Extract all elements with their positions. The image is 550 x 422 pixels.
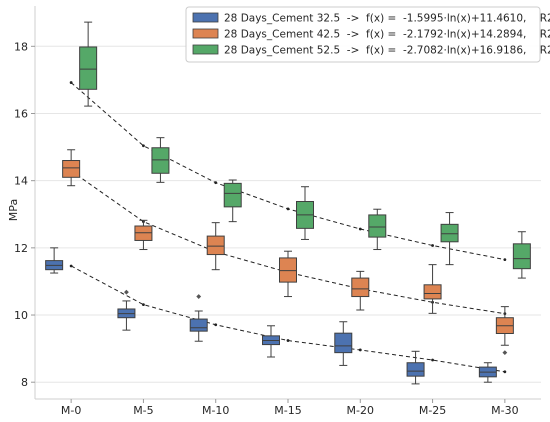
legend-item-cement-32-5: 28 Days_Cement 32.5 -> f(x) = -1.5995·ln…: [192, 12, 550, 25]
trend-point-series-1-m-30: [503, 370, 507, 374]
outlier-point-1: [502, 350, 508, 356]
trend-point-series-1-m-0: [69, 264, 73, 268]
legend-label-cement-52-5: 28 Days_Cement 52.5 -> f(x) = -2.7082·ln…: [224, 45, 550, 57]
trend-point-series-3-m-0: [69, 81, 73, 84]
box-body: [62, 160, 81, 178]
box-body: [334, 332, 353, 354]
outlier-point-1: [124, 289, 129, 295]
box-3-m-5: [151, 137, 170, 183]
trend-point-series-3-m-25: [431, 244, 434, 247]
outlier-point-1: [196, 294, 202, 299]
legend-item-cement-52-5: 28 Days_Cement 52.5 -> f(x) = -2.7082·ln…: [192, 44, 550, 57]
x-tick-label-m-15: M-15: [274, 404, 301, 417]
trend-point-series-1-m-25: [431, 358, 434, 362]
legend-swatch-cement-42-5: [192, 28, 219, 39]
box-series-1: [45, 247, 497, 385]
box-body: [134, 225, 153, 241]
box-layer: [45, 21, 531, 385]
box-2-m-10: [206, 222, 225, 271]
trend-point-series-1-m-5: [142, 303, 145, 307]
legend-swatch-cement-32-5: [192, 12, 219, 23]
box-body: [368, 214, 387, 238]
box-1-m-15: [262, 325, 280, 358]
x-tick-label-m-30: M-30: [491, 404, 518, 417]
box-1-m-20: [334, 321, 353, 366]
box-body: [512, 243, 531, 270]
y-tick-label-14: 14: [14, 175, 28, 188]
box-1-m-30: [478, 362, 497, 383]
box-1-m-10: [189, 294, 208, 342]
box-2-m-15: [279, 250, 297, 298]
box-body: [223, 182, 242, 208]
box-2-m-0: [62, 149, 81, 187]
box-3-m-25: [440, 212, 459, 266]
box-body: [79, 46, 98, 90]
y-tick-label-18: 18: [14, 40, 28, 53]
trend-point-series-1-m-20: [358, 348, 362, 352]
box-body: [206, 235, 225, 256]
y-tick-label-16: 16: [14, 107, 28, 120]
axis-layer: 8 10 12 14 16 18 M-0 M-5 M-10 M-15 M-20 M-25 M-30: [14, 6, 541, 417]
box-body: [440, 223, 459, 243]
box-series-3: [79, 21, 531, 279]
y-tick-label-10: 10: [14, 309, 28, 322]
box-1-m-0: [45, 247, 64, 274]
trend-series-3: [69, 81, 507, 262]
trend-point-series-3-m-10: [214, 181, 218, 185]
box-2-m-20: [351, 270, 370, 311]
box-1-m-25: [406, 350, 425, 385]
x-tick-label-m-5: M-5: [133, 404, 153, 417]
box-1-m-5: [117, 289, 136, 331]
y-tick-label-8: 8: [21, 376, 28, 389]
box-3-m-20: [368, 208, 387, 251]
box-body: [189, 318, 208, 332]
x-tick-label-m-25: M-25: [419, 404, 446, 417]
legend-swatch-cement-52-5: [192, 44, 219, 55]
box-body: [151, 147, 170, 174]
y-tick-label-12: 12: [14, 242, 28, 255]
x-tick-label-m-0: M-0: [61, 404, 81, 417]
box-2-m-25: [423, 264, 442, 314]
legend: 28 Days_Cement 32.5 -> f(x) = -1.5995·ln…: [185, 6, 550, 63]
y-axis-label: MPa: [7, 199, 20, 221]
box-body: [351, 277, 370, 298]
trend-point-series-1-m-15: [286, 339, 290, 342]
trend-point-series-3-m-20: [358, 227, 362, 231]
box-3-m-15: [296, 186, 314, 240]
trend-point-series-3-m-30: [503, 258, 507, 262]
trend-series-1: [69, 264, 507, 374]
box-3-m-0: [79, 21, 98, 107]
x-tick-label-m-20: M-20: [347, 404, 374, 417]
trend-point-series-1-m-10: [214, 323, 218, 327]
legend-label-cement-42-5: 28 Days_Cement 42.5 -> f(x) = -2.1792·ln…: [224, 29, 550, 41]
box-2-m-30: [495, 306, 514, 356]
box-body: [279, 257, 297, 283]
box-series-2: [62, 149, 514, 356]
trend-point-series-3-m-15: [286, 207, 290, 211]
legend-label-cement-32-5: 28 Days_Cement 32.5 -> f(x) = -1.5995·ln…: [224, 13, 550, 25]
box-3-m-30: [512, 231, 531, 279]
legend-item-cement-42-5: 28 Days_Cement 42.5 -> f(x) = -2.1792·ln…: [192, 28, 550, 41]
box-body: [423, 284, 442, 300]
box-2-m-5: [134, 219, 153, 251]
legend-frame: [185, 6, 541, 63]
box-3-m-10: [223, 179, 242, 223]
box-body: [406, 362, 425, 377]
trend-point-series-3-m-5: [142, 144, 145, 148]
x-tick-label-m-10: M-10: [202, 404, 229, 417]
